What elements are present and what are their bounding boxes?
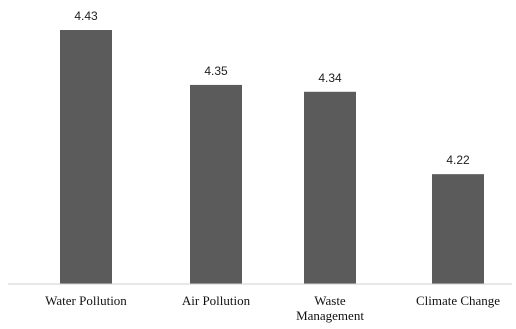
category-label-line: Management xyxy=(296,308,364,323)
bars-group xyxy=(60,30,484,285)
category-label-line: Water Pollution xyxy=(45,293,127,308)
category-label-3: Waste Management xyxy=(296,293,364,323)
category-label-line: Air Pollution xyxy=(182,293,251,308)
value-label-3: 4.34 xyxy=(318,71,342,85)
category-label-2: Air Pollution xyxy=(182,293,251,308)
category-label-line: Climate Change xyxy=(416,293,500,308)
category-label-line: Waste xyxy=(314,293,346,308)
value-labels-group: 4.43 4.35 4.34 4.22 xyxy=(74,9,470,167)
bar-4 xyxy=(432,174,484,284)
category-label-4: Climate Change xyxy=(416,293,500,308)
bar-3 xyxy=(304,91,356,284)
bar-2 xyxy=(190,84,242,285)
value-label-2: 4.35 xyxy=(204,64,228,78)
value-label-4: 4.22 xyxy=(446,153,470,167)
category-label-1: Water Pollution xyxy=(45,293,127,308)
value-label-1: 4.43 xyxy=(74,9,98,23)
bar-1 xyxy=(60,30,112,284)
category-labels-group: Water Pollution Air Pollution Waste Managem… xyxy=(45,293,500,323)
